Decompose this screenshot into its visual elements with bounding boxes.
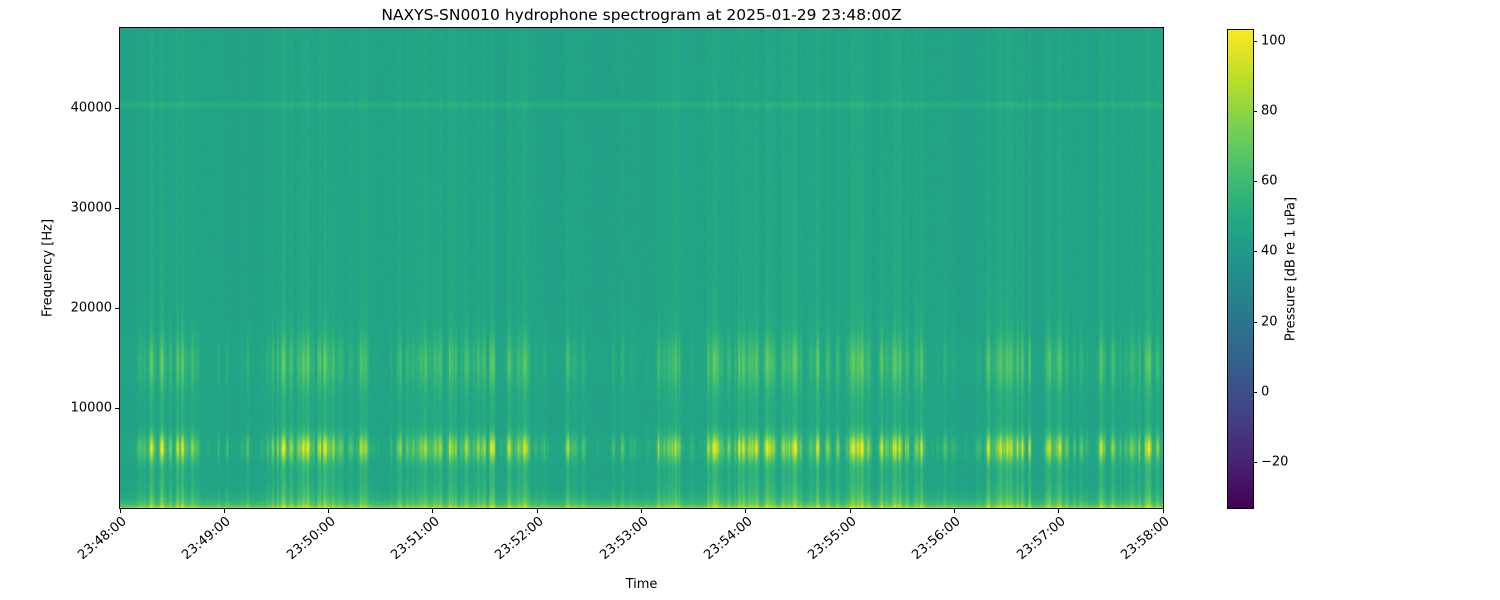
y-tick-mark [115,208,119,209]
x-tick-mark [1058,509,1060,513]
y-tick-label: 20000 [70,300,112,316]
colorbar-tick-label: 0 [1261,384,1270,400]
x-tick-label: 23:53:00 [596,514,652,564]
x-tick-mark [745,509,747,513]
colorbar-tick-mark [1253,392,1257,393]
y-tick-label: 10000 [70,400,112,416]
colorbar-gradient [1227,29,1254,509]
colorbar-tick-mark [1253,110,1257,112]
colorbar-tick-label: −20 [1261,454,1289,470]
x-tick-mark [328,509,330,513]
y-tick-label: 30000 [70,200,112,216]
x-tick-label: 23:58:00 [1118,514,1173,564]
colorbar-label: Pressure [dB re 1 uPa] [1283,196,1299,342]
y-tick-mark [115,408,119,409]
colorbar-tick-label: 40 [1261,243,1278,259]
x-tick-label: 23:48:00 [75,514,130,564]
colorbar-tick-mark [1253,181,1257,183]
colorbar-tick-mark [1253,251,1257,253]
x-tick-label: 23:49:00 [179,514,234,564]
colorbar-tick-mark [1253,462,1257,464]
x-tick-mark [849,509,851,513]
x-tick-mark [641,509,642,513]
colorbar-tick-label: 80 [1261,103,1278,119]
chart-title: NAXYS-SN0010 hydrophone spectrogram at 2… [381,6,902,24]
y-tick-mark [115,108,119,109]
x-tick-mark [536,509,538,513]
x-tick-mark [223,509,225,513]
y-tick-mark [115,308,119,309]
x-tick-label: 23:51:00 [388,514,443,564]
x-tick-mark [1162,509,1164,513]
x-tick-mark [953,509,955,513]
spectrogram-heatmap [119,27,1164,509]
x-tick-label: 23:57:00 [1013,514,1069,564]
colorbar-tick-label: 60 [1261,173,1278,189]
x-tick-label: 23:55:00 [805,514,860,564]
colorbar-tick-mark [1253,321,1257,323]
x-tick-label: 23:54:00 [701,514,756,564]
colorbar-tick-label: 20 [1261,314,1278,330]
colorbar-tick-label: 100 [1261,33,1286,49]
y-tick-label: 40000 [70,100,112,116]
colorbar-tick-mark [1253,40,1257,42]
x-tick-label: 23:52:00 [492,514,547,564]
x-tick-label: 23:56:00 [909,514,965,564]
x-tick-mark [119,509,121,513]
x-axis-label: Time [625,577,658,592]
x-tick-label: 23:50:00 [283,514,339,564]
x-tick-mark [432,509,434,513]
